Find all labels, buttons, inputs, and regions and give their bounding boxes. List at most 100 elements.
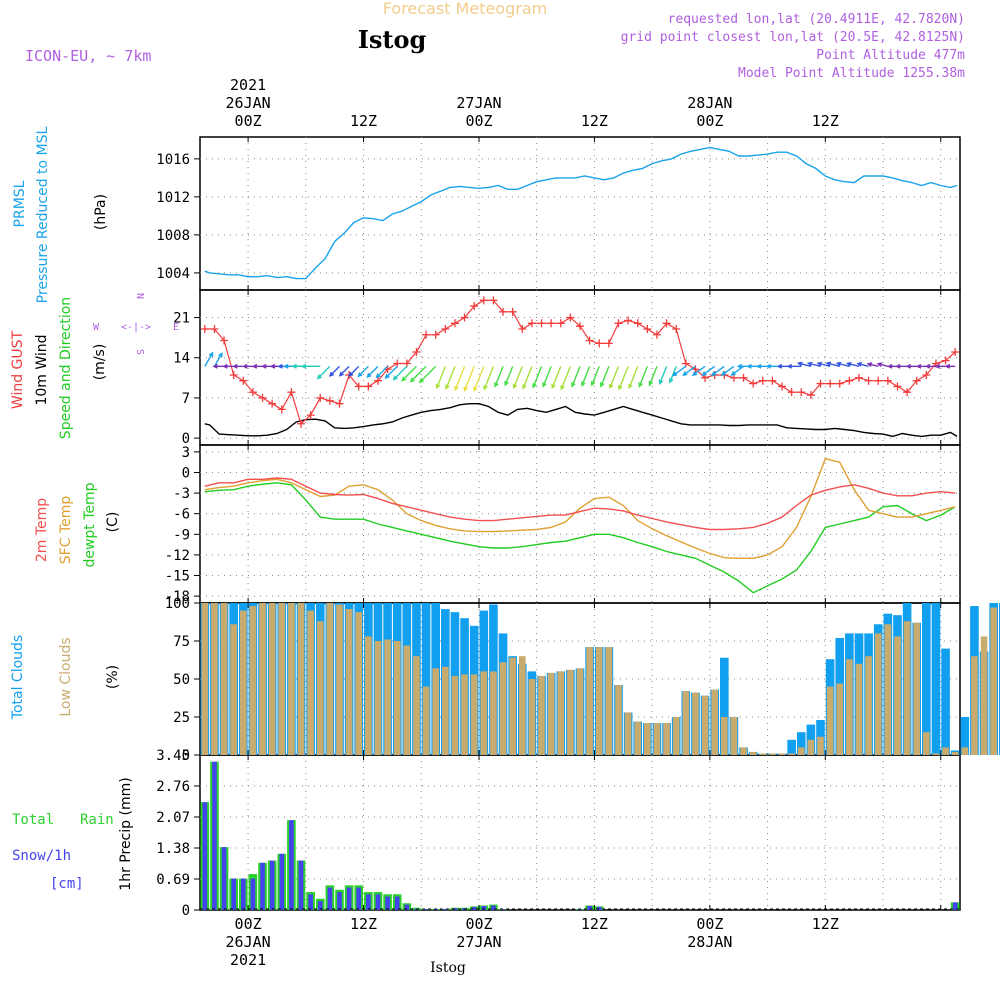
low-cloud-bar: [451, 675, 459, 755]
low-cloud-bar: [942, 747, 949, 755]
snow-bar: [375, 894, 381, 910]
wind-ytick-label: 21: [173, 311, 190, 327]
total-cloud-bar: [998, 603, 1000, 755]
low-cloud-bar: [855, 663, 863, 755]
gust-marker: [922, 370, 931, 379]
wind-arrow: [401, 365, 417, 381]
wind-arrow-head: [445, 384, 450, 391]
low-cloud-bar: [461, 674, 468, 755]
wind-arrow-head: [222, 363, 228, 369]
wind-ytick-label: 7: [182, 391, 190, 407]
total-cloud-label: Total Clouds: [10, 635, 26, 720]
wind-arrow: [385, 365, 398, 379]
gust-marker: [576, 322, 584, 331]
wind-arrow-head: [866, 362, 873, 367]
top-time-label: 2021: [230, 76, 266, 94]
low-cloud-bar: [220, 603, 228, 755]
precip-ytick-label: 2.07: [156, 810, 190, 826]
gust-marker: [835, 379, 844, 388]
low-cloud-bar: [403, 645, 411, 755]
info-gridpoint: grid point closest lon,lat (20.5E, 42.81…: [621, 30, 965, 45]
wind-arrow-head: [924, 363, 931, 369]
wind-arrow-head: [599, 382, 605, 388]
wind-arrow-head: [494, 382, 499, 388]
plot-layer: 100410081012101607142130-3-6-9-12-15-180…: [156, 76, 1000, 969]
wind-arrow: [648, 366, 658, 386]
gust-label: Wind GUST: [10, 330, 26, 409]
wind-arrow: [532, 366, 543, 388]
bottom-time-label: 12Z: [350, 915, 377, 933]
wind-arrow-head: [401, 376, 407, 382]
low-cloud-bar: [624, 712, 632, 755]
gust-marker: [277, 405, 286, 414]
wind-arrow-head: [454, 385, 459, 392]
wind-arrow: [551, 366, 562, 388]
low-cloud-bar: [788, 753, 795, 755]
low-cloud-bar: [384, 639, 391, 755]
gust-marker: [220, 336, 229, 345]
gust-marker: [200, 325, 209, 334]
wind-arrow-head: [338, 371, 344, 377]
low-cloud-bar: [990, 607, 997, 755]
wind-arrow: [483, 366, 495, 390]
wind-arrow: [560, 366, 572, 390]
wind-arrow-head: [409, 377, 415, 383]
wind-arrow-head: [212, 363, 218, 369]
wind-arrow-head: [736, 363, 743, 369]
gust-marker: [297, 419, 306, 428]
gust-marker: [364, 382, 373, 391]
pressure-ytick-label: 1004: [156, 266, 190, 282]
low-cloud-bar: [826, 686, 834, 755]
total-cloud-bar: [787, 739, 796, 755]
gust-marker: [595, 339, 604, 348]
wind-arrow-head: [375, 373, 381, 379]
low-cloud-bar: [740, 747, 747, 755]
wind-arrow-head: [483, 385, 488, 391]
gust-marker: [681, 359, 690, 368]
top-time-label: 12Z: [812, 112, 839, 130]
wind-arrow-head: [876, 362, 883, 368]
wind-arrow: [445, 366, 456, 389]
low-cloud-bar: [653, 723, 661, 755]
gust-marker: [749, 379, 758, 388]
bottom-time-label: 2021: [230, 951, 266, 969]
low-cloud-bar: [422, 686, 430, 755]
dewpt-label: dewpt Temp: [82, 482, 98, 567]
gust-marker: [431, 330, 440, 339]
precip-ytick-label: 0: [182, 903, 190, 919]
wind-arrow-head: [806, 361, 813, 367]
low-cloud-bar: [470, 674, 478, 755]
wind-arrow: [877, 363, 889, 368]
wind-arrow: [473, 366, 485, 391]
pressure-panel: 1004 1008 1012 1016: [156, 136, 961, 291]
wind-arrow: [393, 365, 408, 380]
wind-arrow-head: [328, 371, 335, 377]
gust-marker: [758, 376, 767, 385]
low-cloud-bar: [711, 689, 718, 755]
low-cloud-bar: [865, 656, 872, 755]
wind-arrow: [837, 362, 850, 368]
low-cloud-bar: [432, 668, 440, 755]
gust-marker: [460, 313, 469, 322]
sfc-temp-label: SFC Temp: [58, 496, 74, 565]
gust-marker: [864, 376, 873, 385]
temp-ytick-label: 0: [182, 465, 190, 481]
wind-arrow-head: [590, 380, 596, 387]
wind-arrow-head: [628, 383, 633, 390]
compass-east: E: [173, 322, 179, 333]
wind-arrow: [410, 365, 427, 383]
gust-marker: [787, 388, 796, 397]
snow-bar: [423, 909, 429, 910]
low-cloud-bar: [490, 671, 497, 755]
wind-arrow-head: [463, 386, 469, 392]
wind-dir-label: Speed and Direction: [58, 297, 74, 439]
wind-panel: 0 7 14 21: [173, 289, 961, 447]
gust-marker: [518, 325, 527, 334]
gust-marker: [854, 373, 863, 382]
snow-bar: [394, 896, 400, 910]
low-cloud-bar: [374, 641, 382, 755]
gust-marker: [585, 336, 594, 345]
gust-marker: [316, 393, 325, 402]
footer-station: Istog: [430, 960, 466, 976]
snow-bar: [221, 847, 227, 910]
